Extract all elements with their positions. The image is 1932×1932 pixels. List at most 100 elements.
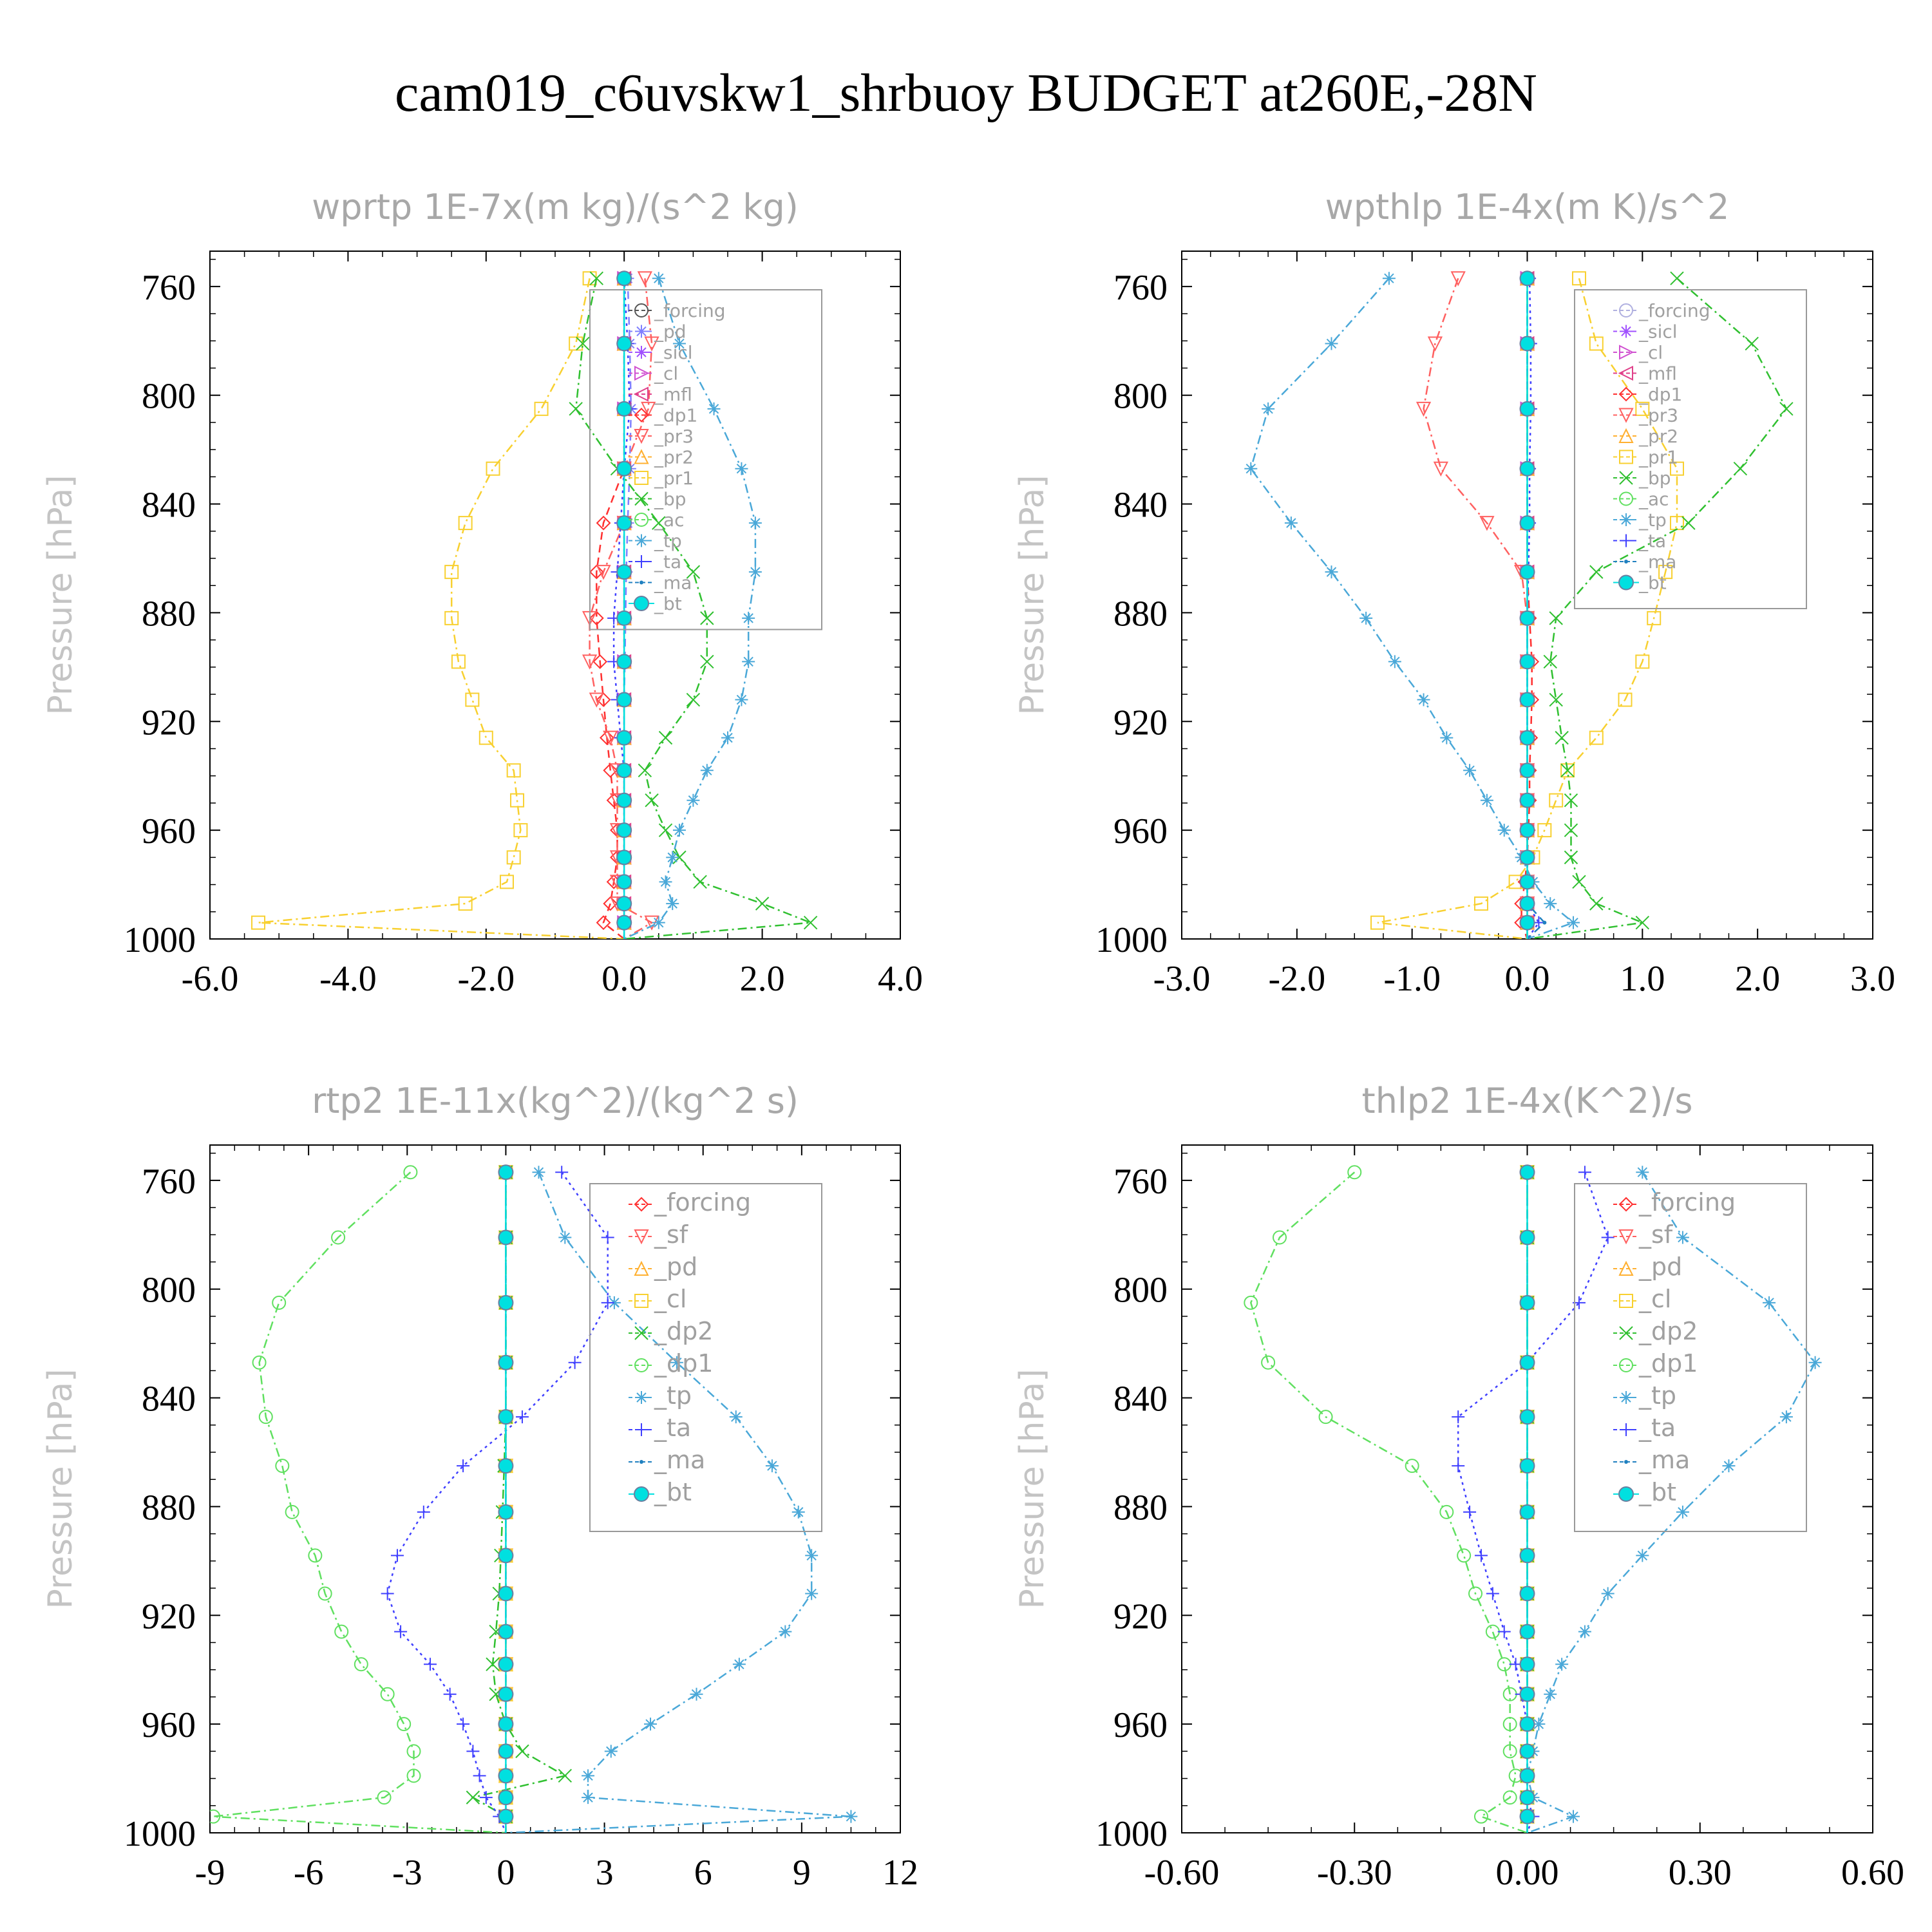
x-tick-label: 0.30 — [1669, 1853, 1732, 1893]
series-point_bt — [616, 822, 632, 838]
series-point_dp1 — [377, 1790, 392, 1805]
panel-title: rtp2 1E-11x(kg^2)/(kg^2 s) — [312, 1081, 799, 1121]
legend-marker — [634, 513, 649, 527]
legend-marker — [1619, 471, 1633, 485]
series-point_bt — [1519, 1409, 1535, 1425]
legend-marker — [1618, 408, 1634, 423]
x-tick-label: 0.00 — [1496, 1853, 1559, 1893]
legend-label: _bt — [654, 1478, 692, 1506]
series-point_pr1 — [513, 823, 528, 838]
series-point_pr1 — [1549, 793, 1564, 808]
legend: _forcing_sicl_cl_mfl_dp1_pr3_pr2_pr1_bp_… — [1574, 289, 1807, 609]
x-tick-label: -2.0 — [457, 959, 515, 999]
series-point_tp — [700, 764, 714, 777]
series-point_dp1 — [596, 915, 611, 931]
legend-marker — [634, 471, 649, 485]
x-tick-label: 2.0 — [740, 959, 785, 999]
legend-marker — [634, 491, 649, 506]
series-point_bp — [1733, 462, 1748, 476]
series-point_pr1 — [478, 730, 493, 745]
legend-marker — [1620, 325, 1633, 338]
series-point_bt — [616, 914, 632, 931]
x-tick-label: -4.0 — [319, 959, 377, 999]
series-point_bt — [498, 1686, 514, 1702]
series-point_tp — [1722, 1459, 1736, 1473]
legend-label: _dp1 — [1638, 1349, 1698, 1378]
series-point_pr1 — [506, 763, 521, 778]
legend-label: _ta — [654, 1414, 691, 1442]
series-point_pr1 — [465, 692, 480, 707]
legend-marker — [634, 1294, 649, 1308]
series-point_tp — [1779, 1410, 1793, 1424]
series-point_bt — [616, 515, 632, 531]
series-point_dp1 — [1473, 1809, 1488, 1824]
series-point_bp — [693, 875, 707, 889]
legend-marker — [1618, 1197, 1634, 1212]
legend-marker — [1619, 1294, 1633, 1308]
series-point_bt — [1519, 692, 1535, 708]
legend-label: _ma — [1638, 551, 1676, 573]
legend-marker — [635, 1391, 648, 1404]
series-point_tp — [1567, 916, 1580, 929]
series-point_tp — [666, 851, 679, 864]
y-tick-label: 840 — [1113, 486, 1168, 526]
legend-label: _pd — [654, 1253, 697, 1281]
x-tick-label: -2.0 — [1269, 959, 1326, 999]
legend-label: _tp — [654, 1381, 692, 1410]
series-point_dp1 — [1405, 1459, 1419, 1473]
series-point_bp — [803, 915, 818, 930]
series-point_bp — [658, 823, 673, 837]
series-point_bt — [1519, 1743, 1535, 1759]
y-tick-label: 1000 — [124, 1814, 196, 1854]
series-point_bt — [616, 792, 632, 808]
series-point_tp — [707, 402, 721, 415]
series-line_ma — [1526, 278, 1546, 939]
series-point_bt — [498, 1716, 514, 1732]
legend-box — [589, 289, 822, 630]
y-tick-label: 800 — [1113, 1271, 1168, 1311]
legend-label: _dp2 — [1638, 1317, 1698, 1345]
series-point_dp1 — [285, 1504, 299, 1519]
series-point_dp1 — [603, 762, 618, 778]
series-point_ta — [443, 1687, 457, 1701]
y-tick-label: 760 — [1113, 1162, 1168, 1202]
series-point_ta — [1497, 1625, 1511, 1638]
series-line_pd — [623, 278, 632, 939]
series-point_bp — [1564, 823, 1578, 837]
series-point_bt — [498, 1458, 514, 1474]
x-tick-label: 1.0 — [1620, 959, 1665, 999]
series-point_bp — [1560, 763, 1575, 777]
series-point_tp — [532, 1166, 545, 1179]
y-tick-label: 800 — [1113, 377, 1168, 417]
series-point_pr3 — [1450, 271, 1466, 287]
series-point_dp1 — [1261, 1355, 1276, 1370]
series-point_bt — [498, 1586, 514, 1602]
series-line_pr3 — [589, 278, 654, 939]
series-point_dp1 — [603, 896, 618, 911]
legend-label: _mfl — [1638, 363, 1677, 384]
legend-marker — [1618, 386, 1634, 402]
series-point_dp1 — [380, 1687, 395, 1701]
series-point_bt — [616, 654, 632, 670]
panel-title: wprtp 1E-7x(m kg)/(s^2 kg) — [312, 187, 799, 227]
series-point_tp — [1359, 611, 1373, 625]
legend-marker — [1620, 513, 1633, 526]
series-point_tp — [604, 1745, 618, 1758]
series-point_tp — [1567, 1810, 1580, 1823]
series-point_bp — [755, 896, 770, 911]
series-point_dp1 — [1318, 1410, 1333, 1425]
series-point_bt — [1519, 1458, 1535, 1474]
series-point_bt — [498, 1164, 514, 1180]
x-tick-label: 3 — [596, 1853, 614, 1893]
series-point_dp1 — [596, 692, 611, 707]
series-point_pr1 — [444, 611, 459, 625]
y-tick-label: 760 — [142, 1162, 196, 1202]
legend-marker — [634, 1229, 649, 1245]
series-point_pr3 — [1433, 461, 1448, 477]
y-tick-label: 960 — [1113, 1705, 1168, 1745]
series-point_bt — [498, 1768, 514, 1784]
y-axis-label: Pressure [hPa] — [1013, 1369, 1052, 1609]
legend-label: _bp — [654, 489, 687, 510]
x-tick-label: -1.0 — [1383, 959, 1441, 999]
series-point_bp — [672, 850, 687, 865]
